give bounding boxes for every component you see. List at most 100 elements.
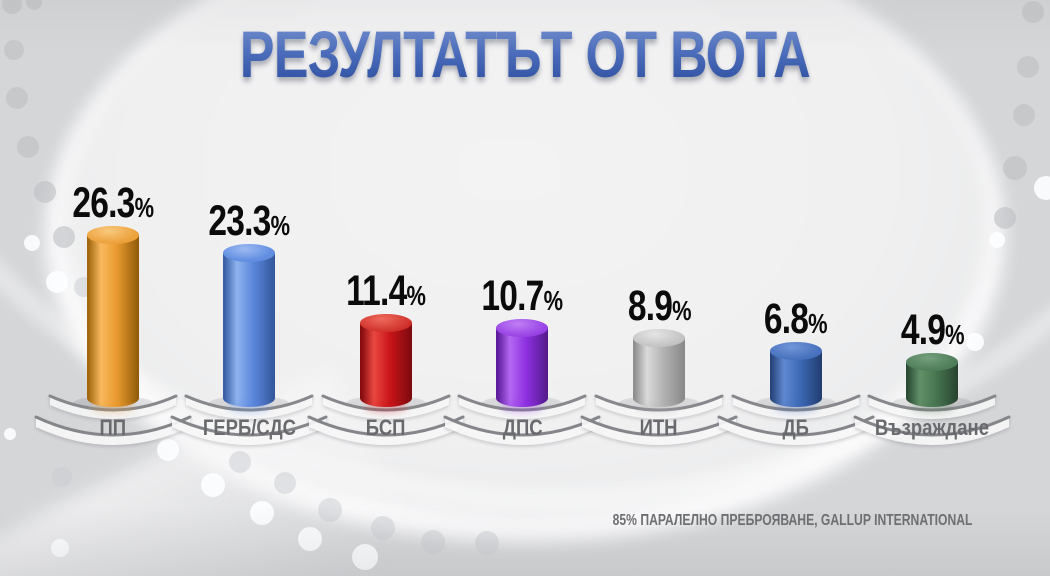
percent-sign: %: [944, 319, 964, 350]
page-title: РЕЗУЛТАТЪТ ОТ ВОТА: [0, 17, 1050, 91]
source-note: 85% ПАРАЛЕЛНО ПРЕБРОЯВАНЕ, GALLUP INTERN…: [499, 512, 972, 530]
background-dot: [229, 451, 251, 473]
background-dot: [1022, 1, 1044, 23]
background-dot: [1034, 176, 1050, 200]
bar-category-text: ДБ: [782, 415, 809, 440]
bar-value-label: 10.7%: [434, 275, 611, 318]
bar-column: 8.9% ИТН: [580, 191, 738, 453]
background-dot: [250, 501, 274, 525]
background-dot: [6, 87, 28, 109]
bar-cylinder: [632, 329, 685, 407]
background-dot: [26, 0, 42, 10]
bar-column: 26.3% ПП: [34, 182, 191, 453]
bar-cylinder-top-cap: [769, 342, 822, 360]
bar-category-label: БСП: [307, 417, 464, 439]
bar-category-text: БСП: [365, 415, 406, 440]
percent-sign: %: [671, 295, 691, 326]
background-dot: [34, 181, 56, 203]
background-dot: [1003, 156, 1027, 180]
bar-category-label: ДБ: [717, 417, 874, 439]
background-dot: [4, 40, 24, 60]
bar-value-text: 26.3%: [72, 179, 154, 227]
bar-column: 6.8% ДБ: [717, 191, 874, 453]
background-dot: [421, 530, 445, 554]
bar-cylinder: [223, 244, 276, 407]
bar-category-text: ГЕРБ/СДС: [202, 415, 296, 440]
background-dot: [298, 527, 322, 551]
bar-column: 10.7% ДПС: [443, 191, 601, 453]
bar-cylinder: [86, 226, 139, 407]
background-dot: [1017, 56, 1039, 78]
bar-cylinder: [496, 319, 549, 407]
bar-value-text: 11.4%: [346, 267, 426, 315]
percent-sign: %: [406, 280, 426, 311]
background-dot: [274, 472, 296, 494]
bar-value-label: 6.8%: [707, 298, 884, 341]
bar-cylinder-top-cap: [359, 314, 412, 332]
background-dot: [53, 226, 75, 248]
background-dot: [371, 516, 395, 540]
bar-category-label: ПП: [34, 417, 191, 439]
bar-value-text: 8.9%: [627, 282, 691, 330]
bar-column: 23.3% ГЕРБ/СДС: [170, 191, 328, 453]
bar-value-label: 11.4%: [297, 270, 474, 313]
background-dot: [52, 467, 72, 487]
percent-sign: %: [270, 210, 290, 241]
bar-cylinder: [906, 353, 959, 407]
bar-category-label: ДПС: [444, 417, 601, 439]
bar-value-label: 8.9%: [570, 285, 747, 328]
bar-value-number: 6.8: [764, 295, 809, 343]
bar-value-number: 4.9: [900, 306, 946, 354]
bar-cylinder-top-cap: [223, 244, 276, 262]
bar-cylinder-top-cap: [632, 329, 685, 347]
bar-cylinder: [769, 342, 822, 407]
bar-value-label: 23.3%: [161, 200, 338, 243]
bar-cylinder: [359, 314, 412, 407]
bar-category-label: ИТН: [580, 417, 737, 439]
bar-category-label: Възраждане: [854, 417, 1011, 439]
background-dot: [989, 232, 1005, 248]
background-dot: [24, 235, 40, 251]
bar-column: 4.9% Възраждане: [853, 191, 1011, 453]
bar-category-text: ПП: [99, 415, 126, 440]
bar-value-number: 10.7: [481, 272, 545, 320]
percent-sign: %: [544, 285, 563, 316]
background-dot: [994, 207, 1016, 229]
bar-category-text: ДПС: [502, 415, 543, 440]
bar-value-label: 4.9%: [844, 309, 1021, 352]
background-dot: [4, 428, 16, 440]
percent-sign: %: [134, 192, 153, 223]
background-dot: [1013, 104, 1035, 126]
bar-value-text: 6.8%: [764, 295, 828, 343]
bar-cylinder-top-cap: [86, 226, 139, 244]
background-dot: [201, 473, 225, 497]
bar-value-text: 4.9%: [900, 306, 965, 354]
background-dot: [2, 0, 22, 14]
bar-value-text: 23.3%: [208, 197, 291, 245]
bar-value-text: 10.7%: [481, 272, 564, 320]
bar-category-text: ИТН: [639, 415, 678, 440]
bar-value-number: 11.4: [346, 267, 407, 315]
background-dot: [318, 498, 342, 522]
background-dot: [17, 136, 39, 158]
bar-column: 11.4% БСП: [307, 191, 465, 453]
bar-value-number: 8.9: [627, 282, 672, 330]
bar-category-text: Възраждане: [875, 415, 990, 440]
bar-cylinder-top-cap: [906, 353, 959, 371]
background-dot: [352, 544, 378, 570]
bar-cylinder-top-cap: [496, 319, 549, 337]
background-dot: [46, 271, 68, 293]
percent-sign: %: [808, 308, 827, 339]
source-note-text: 85% ПАРАЛЕЛНО ПРЕБРОЯВАНЕ, GALLUP INTERN…: [612, 512, 972, 529]
background-dot: [475, 531, 499, 555]
bar-category-label: ГЕРБ/СДС: [171, 417, 328, 439]
page-title-text: РЕЗУЛТАТЪТ ОТ ВОТА: [239, 17, 811, 91]
bar-value-number: 23.3: [208, 197, 272, 245]
background-dot: [966, 333, 984, 351]
bar-value-label: 26.3%: [24, 182, 201, 225]
bar-value-number: 26.3: [72, 179, 135, 227]
background-dot: [51, 539, 69, 557]
bar-chart: 26.3% ПП 23.3% ГЕРБ/СДС 11.4%: [34, 182, 1011, 453]
